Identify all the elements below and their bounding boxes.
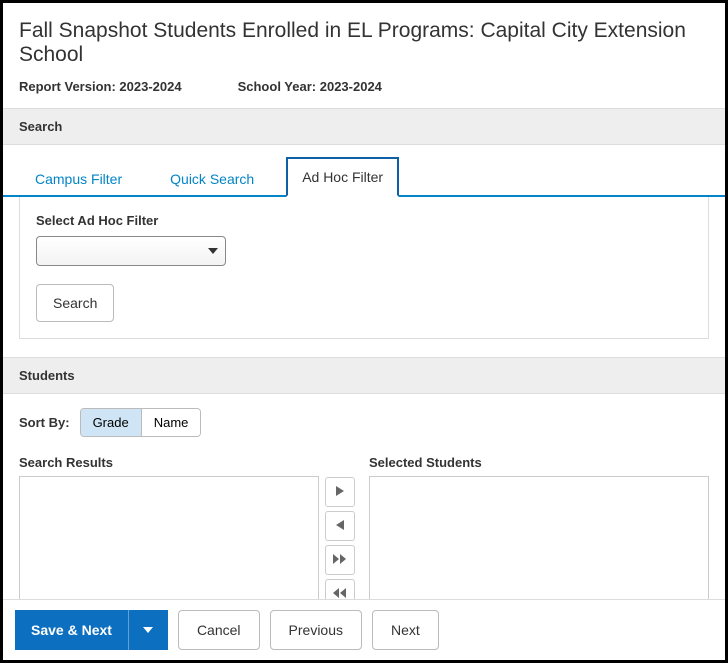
sortby-grade[interactable]: Grade	[81, 409, 142, 436]
save-next-split: Save & Next	[15, 610, 168, 650]
tab-ad-hoc-filter[interactable]: Ad Hoc Filter	[286, 157, 399, 197]
move-all-right-button[interactable]	[325, 545, 355, 575]
report-version-label: Report Version:	[19, 79, 116, 94]
search-results-list[interactable]	[19, 476, 319, 606]
selected-students-col: Selected Students	[369, 455, 709, 606]
move-right-button[interactable]	[325, 477, 355, 507]
save-next-dropdown-button[interactable]	[128, 610, 168, 650]
tab-quick-search[interactable]: Quick Search	[154, 159, 270, 197]
school-year-label: School Year:	[238, 79, 317, 94]
arrow-left-icon	[336, 519, 344, 533]
sortby-row: Sort By: Grade Name	[19, 408, 709, 437]
section-header-students: Students	[3, 357, 725, 394]
adhoc-search-button[interactable]: Search	[36, 284, 114, 322]
arrow-right-icon	[336, 485, 344, 499]
page-title: Fall Snapshot Students Enrolled in EL Pr…	[3, 3, 725, 79]
sortby-group: Grade Name	[80, 408, 202, 437]
tab-campus-filter[interactable]: Campus Filter	[19, 159, 138, 197]
search-results-col: Search Results	[19, 455, 319, 606]
adhoc-select-wrap	[36, 236, 226, 266]
school-year: School Year: 2023-2024	[238, 79, 382, 94]
selected-students-label: Selected Students	[369, 455, 709, 470]
adhoc-select-label: Select Ad Hoc Filter	[36, 213, 692, 228]
report-version: Report Version: 2023-2024	[19, 79, 182, 94]
cancel-button[interactable]: Cancel	[178, 610, 260, 650]
school-year-value: 2023-2024	[320, 79, 382, 94]
footer-actions: Save & Next Cancel Previous Next	[3, 599, 725, 660]
section-header-search: Search	[3, 108, 725, 145]
students-panel: Sort By: Grade Name Search Results	[3, 394, 725, 609]
report-version-value: 2023-2024	[119, 79, 181, 94]
report-meta-row: Report Version: 2023-2024 School Year: 2…	[3, 79, 725, 108]
dual-list-controls	[325, 477, 355, 609]
sortby-label: Sort By:	[19, 415, 70, 430]
previous-button[interactable]: Previous	[270, 610, 362, 650]
search-results-label: Search Results	[19, 455, 319, 470]
selected-students-list[interactable]	[369, 476, 709, 606]
move-left-button[interactable]	[325, 511, 355, 541]
next-button[interactable]: Next	[372, 610, 439, 650]
adhoc-filter-select[interactable]	[36, 236, 226, 266]
double-arrow-right-icon	[333, 553, 347, 567]
adhoc-panel: Select Ad Hoc Filter Search	[19, 197, 709, 339]
save-and-next-button[interactable]: Save & Next	[15, 610, 128, 650]
search-tabs: Campus Filter Quick Search Ad Hoc Filter	[3, 145, 725, 197]
dual-list: Search Results	[19, 455, 709, 609]
sortby-name[interactable]: Name	[142, 409, 201, 436]
